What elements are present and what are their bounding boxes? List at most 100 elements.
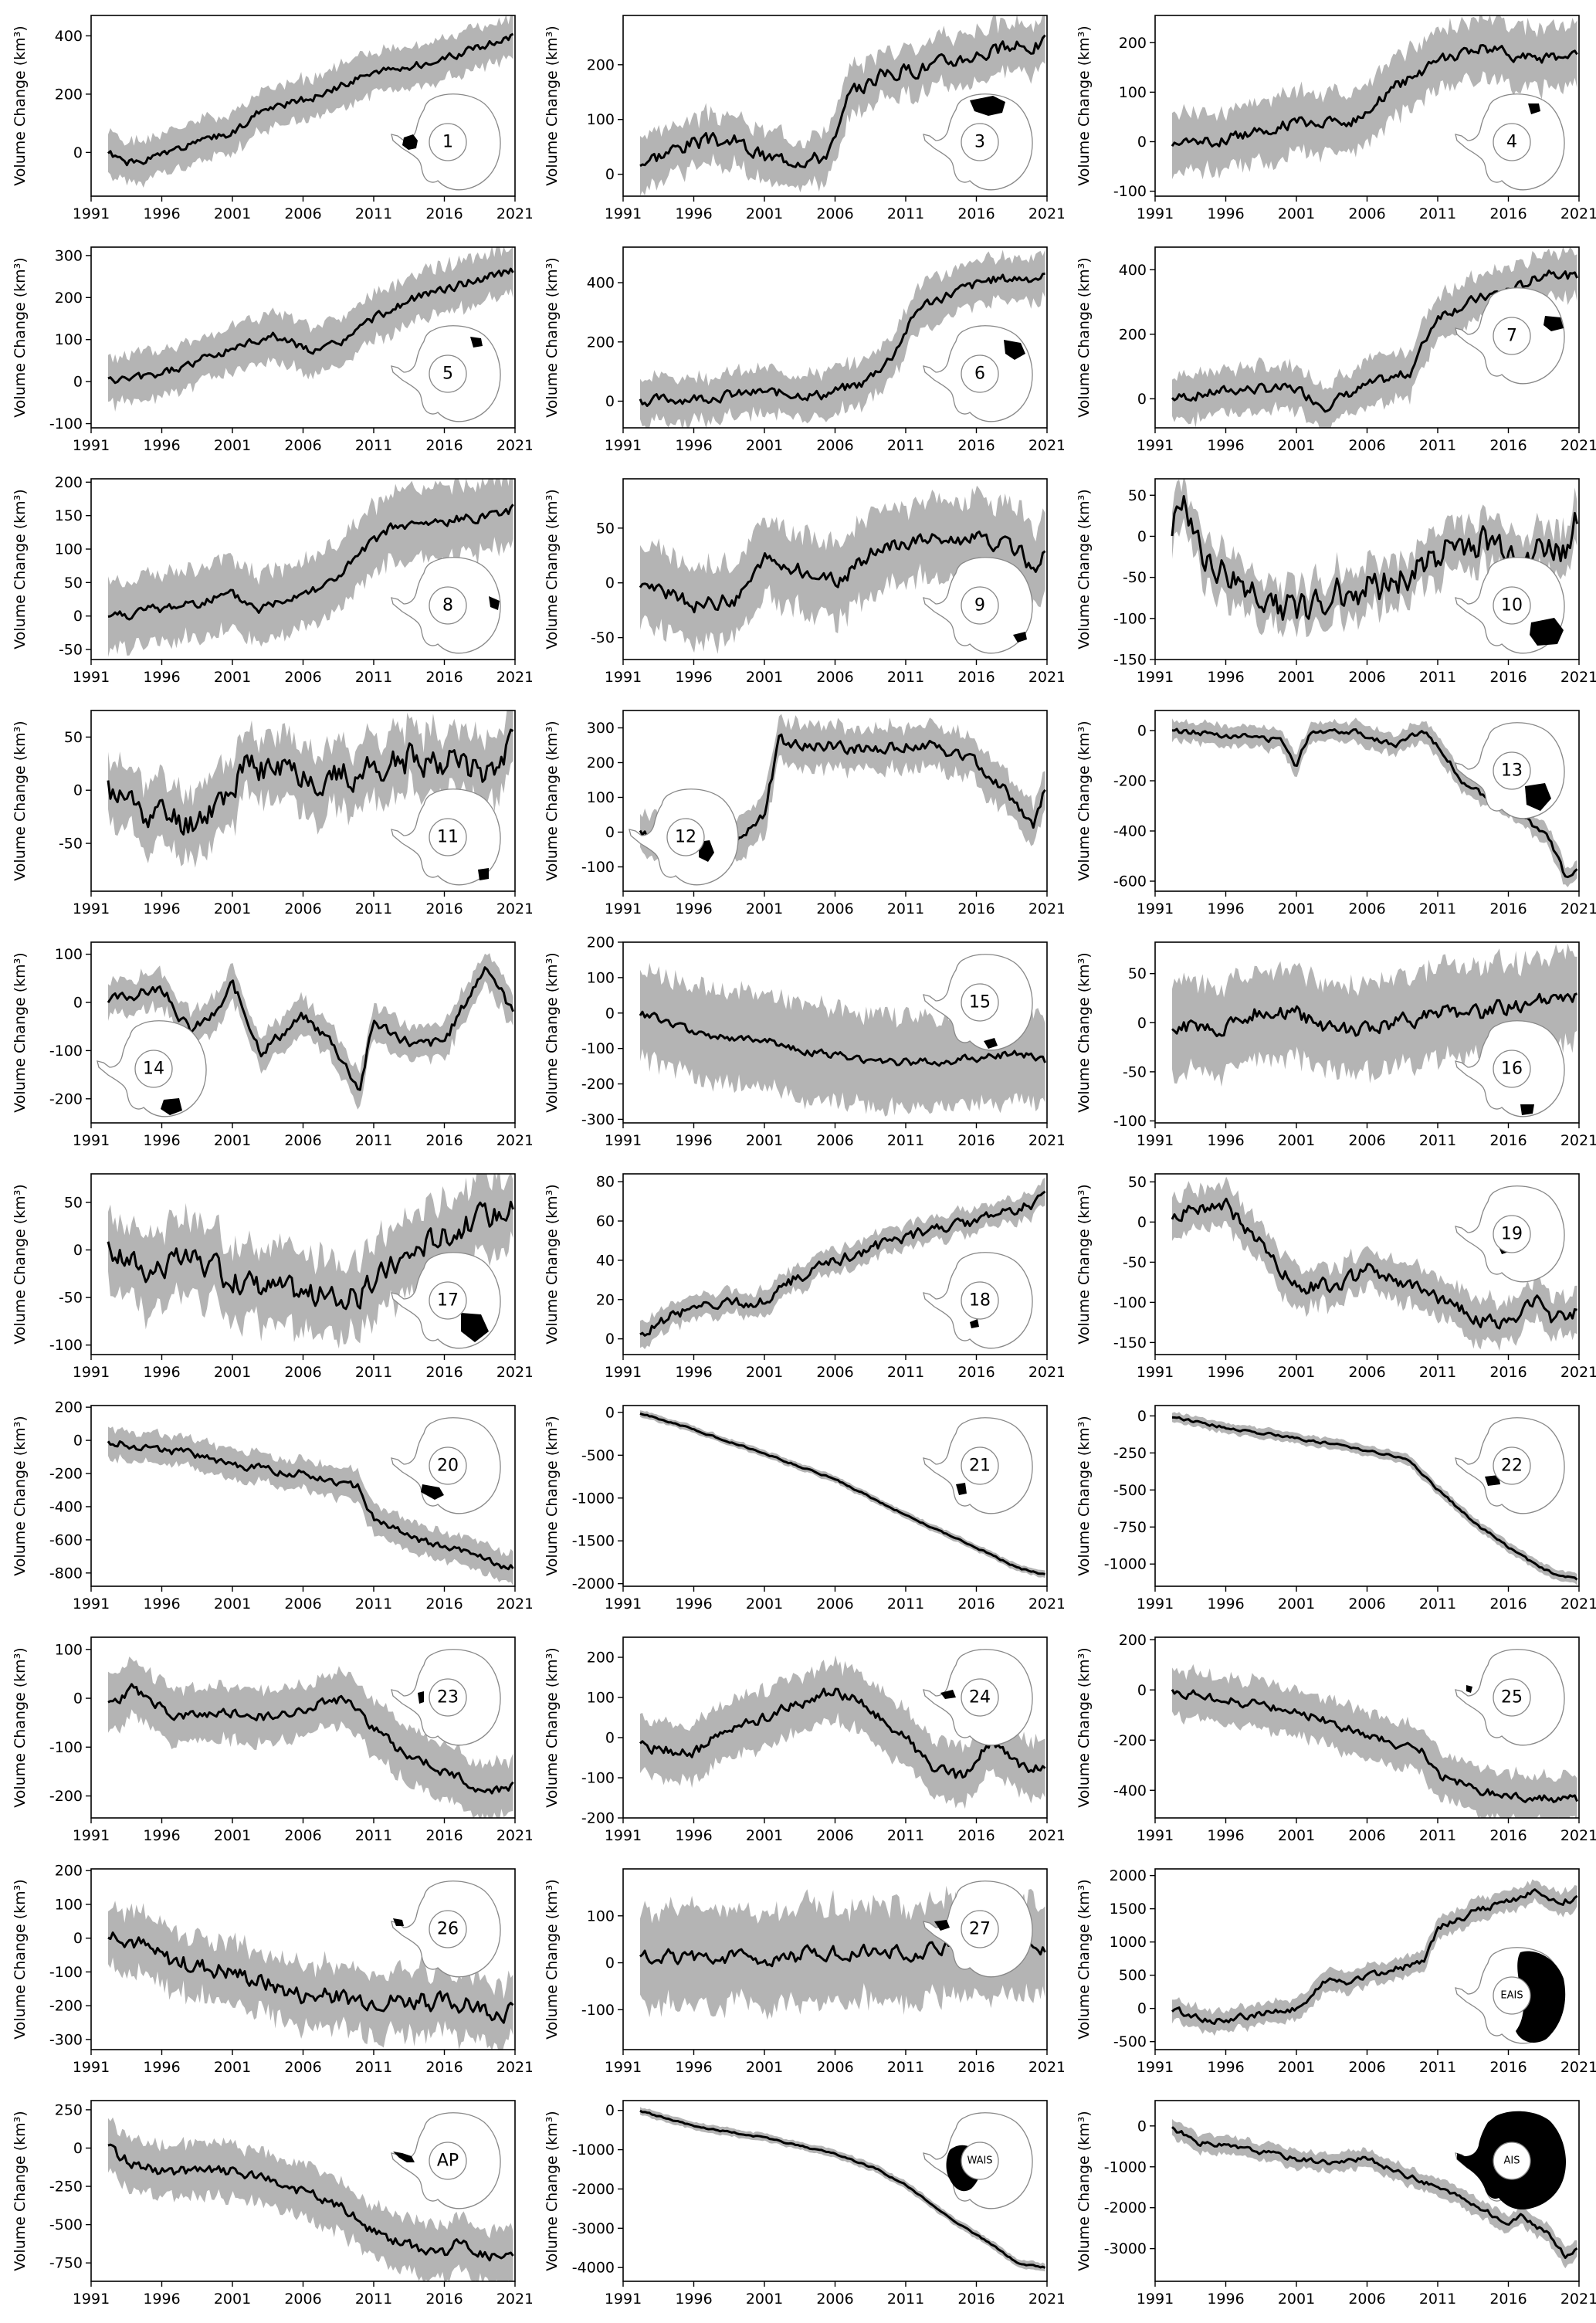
y-tick-label: 0 [605,166,615,183]
x-tick-label: 2011 [887,669,924,686]
antarctica-inset-map: 16 [1455,1020,1565,1117]
y-tick-label: -50 [591,629,615,646]
x-tick-label: 1991 [1137,205,1174,222]
y-tick-label: -150 [1113,1334,1147,1351]
y-tick-label: 0 [605,393,615,410]
y-tick-label: -500 [1113,1482,1147,1499]
y-tick-label: 500 [1119,1967,1147,1984]
uncertainty-band [108,2117,513,2281]
x-tick-label: 2021 [1560,2059,1596,2076]
y-tick-label: 0 [1137,1408,1147,1425]
x-tick-label: 2011 [887,205,924,222]
y-tick-label: 80 [596,1174,615,1191]
y-tick-label: 400 [55,28,83,45]
antarctica-inset-map: 7 [1455,287,1565,385]
x-tick-label: 2011 [355,900,392,917]
basin-label: 10 [1501,596,1523,616]
x-tick-label: 1996 [1207,669,1244,686]
x-tick-label: 1991 [605,1827,642,1844]
x-tick-label: 1996 [143,1132,180,1149]
basin-label: 15 [969,993,991,1012]
volume-change-line [1171,1416,1578,1581]
basin-highlight [393,2152,415,2162]
x-tick-label: 2016 [1489,1132,1527,1149]
x-tick-label: 2006 [816,205,853,222]
basin-highlight [1516,1951,1566,2043]
x-tick-label: 2001 [214,1827,251,1844]
antarctica-inset-map: 25 [1455,1649,1565,1746]
basin-label: AIS [1504,2155,1520,2167]
y-tick-label: -200 [49,1090,83,1107]
antarctica-inset-map: 4 [1455,93,1565,191]
basin-label: 27 [969,1920,991,1939]
basin-label-circle [1493,751,1531,790]
x-tick-label: 1991 [1137,900,1174,917]
antarctica-inset-map: AP [391,2112,501,2209]
uncertainty-band [1172,1663,1577,1818]
y-tick-label: 200 [55,1399,83,1416]
chart-panel-eais: EAIS 1991 1996 2001 2006 2011 2016 2021 -500 0 500… [1076,1867,1596,2076]
x-tick-label: 1991 [1137,2059,1174,2076]
x-tick-label: 2006 [284,1596,321,1613]
basin-label: 12 [675,828,696,847]
y-tick-label: -4000 [572,2260,615,2277]
basin-label-circle [429,2142,467,2180]
y-tick-label: -300 [49,2031,83,2048]
y-tick-label: 100 [55,541,83,558]
y-tick-label: -1000 [1104,1556,1147,1573]
x-tick-label: 1996 [143,1596,180,1613]
y-tick-label: 200 [587,334,615,351]
y-tick-label: -150 [1113,652,1147,669]
volume-change-line [107,2143,514,2262]
basin-label-circle [961,2142,999,2180]
y-tick-label: -50 [1123,569,1147,586]
y-tick-label: 300 [55,247,83,264]
basin-label-circle [429,1446,467,1485]
x-tick-label: 2001 [746,900,783,917]
chart-panel-18: 18 1991 1996 2001 2006 2011 2016 2021 0 20 40 60 80 V… [544,1173,1064,1381]
x-tick-label: 2001 [1278,669,1315,686]
x-tick-label: 2016 [1489,1364,1527,1381]
x-tick-label: 1996 [1207,437,1244,454]
x-tick-label: 2016 [1489,1827,1527,1844]
x-tick-label: 2016 [957,669,995,686]
volume-change-line [1171,495,1579,621]
x-tick-label: 2016 [957,1364,995,1381]
y-tick-label: -50 [59,1290,83,1307]
x-tick-label: 2001 [746,1364,783,1381]
uncertainty-band [1172,1176,1577,1351]
basin-label: 6 [974,365,985,384]
x-tick-label: 2011 [887,437,924,454]
basin-label-circle [961,1910,999,1948]
basin-label: 4 [1506,133,1517,152]
x-tick-label: 2006 [1348,1364,1385,1381]
y-tick-label: 0 [73,1930,83,1947]
x-tick-label: 2006 [284,1827,321,1844]
chart-panel-24: 24 1991 1996 2001 2006 2011 2016 2021 -200 -100 0 1… [544,1636,1064,1844]
x-tick-label: 1996 [1207,1364,1244,1381]
x-tick-label: 1996 [675,2291,712,2308]
x-tick-label: 2006 [1348,2059,1385,2076]
x-tick-label: 1996 [1207,1596,1244,1613]
x-tick-label: 1991 [605,900,642,917]
x-tick-label: 2016 [425,1364,463,1381]
basin-label-circle [429,586,467,625]
basin-label: 22 [1501,1457,1523,1476]
x-tick-label: 1991 [73,1596,110,1613]
y-axis-label: Volume Change (km³) [12,721,29,880]
y-tick-label: -1000 [1104,2159,1147,2175]
basin-highlight [970,1319,979,1328]
chart-panel-9: 9 1991 1996 2001 2006 2011 2016 2021 -50 0 50 Volum… [544,478,1064,686]
x-tick-label: 1991 [605,1364,642,1381]
x-tick-label: 2006 [1348,1596,1385,1613]
x-tick-label: 2021 [496,1132,532,1149]
chart-panel-8: 8 1991 1996 2001 2006 2011 2016 2021 -50 0 50 100 15… [12,474,532,686]
basin-label: 14 [143,1060,164,1079]
x-tick-label: 2006 [816,2291,853,2308]
x-tick-label: 1996 [1207,2059,1244,2076]
uncertainty-band [1172,479,1577,638]
y-tick-label: 0 [1137,723,1147,740]
y-tick-label: -1000 [572,2142,615,2159]
volume-change-line [107,1440,514,1571]
